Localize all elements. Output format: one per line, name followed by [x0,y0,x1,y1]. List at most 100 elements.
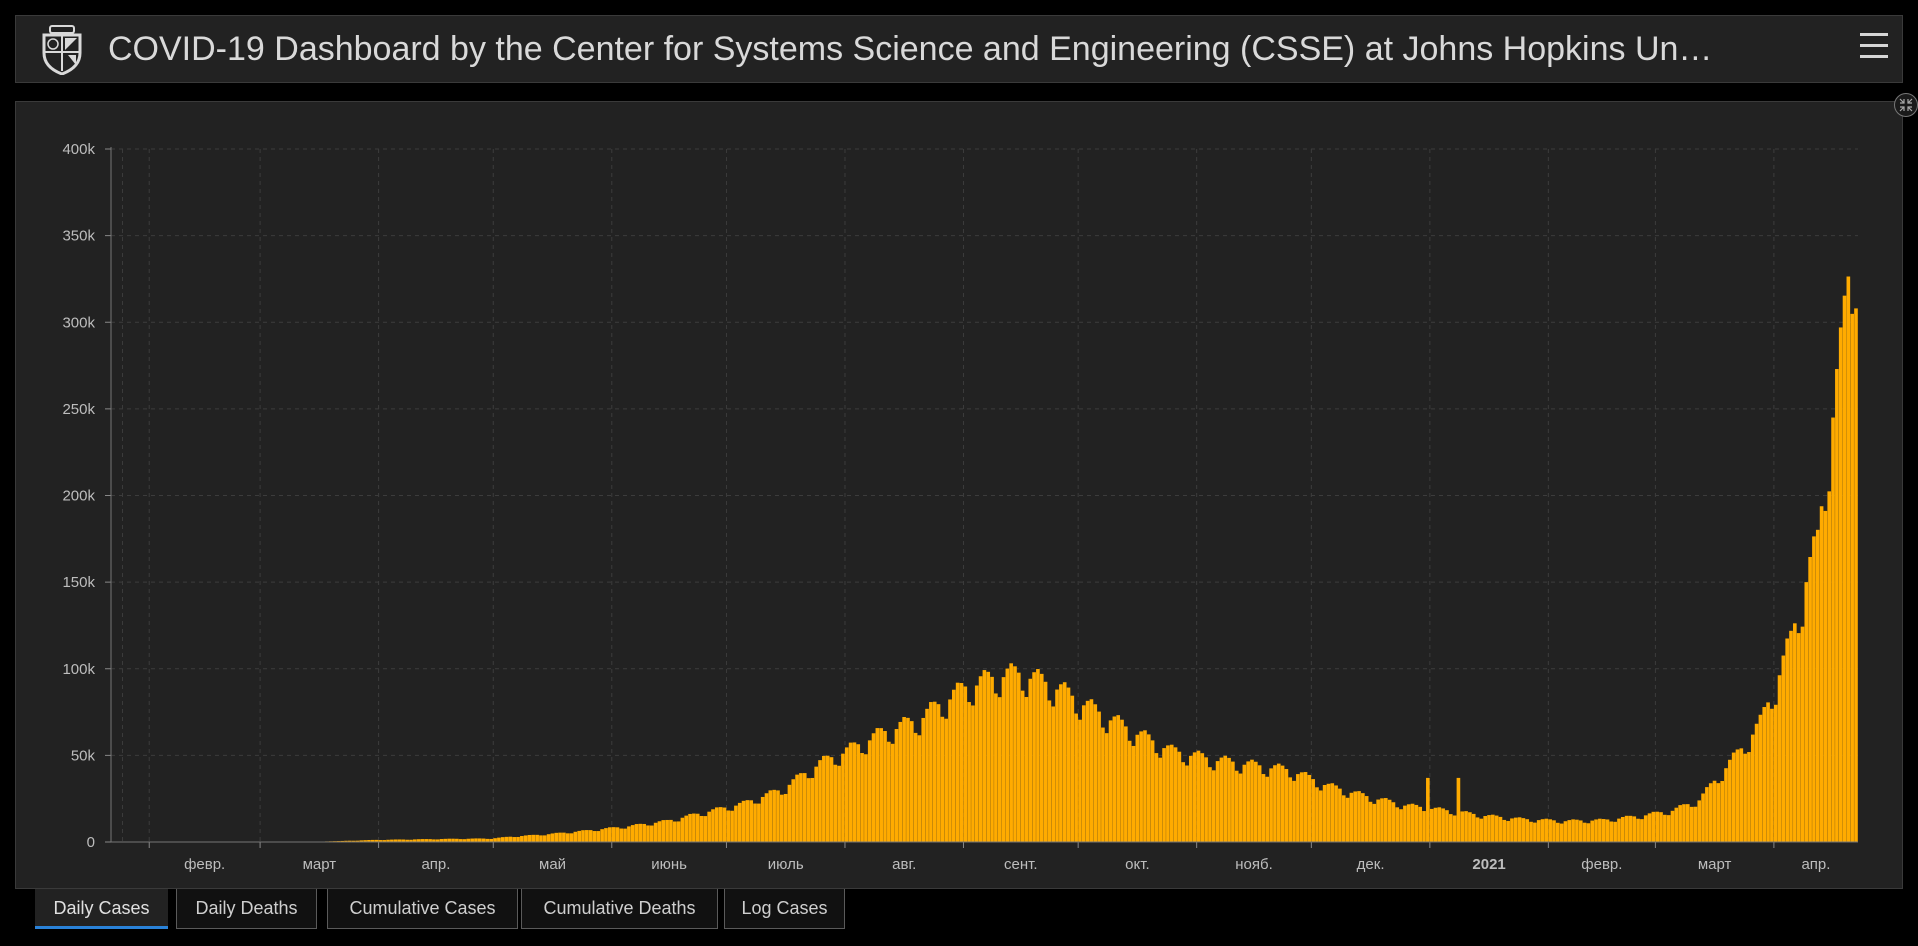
data-bar [1192,752,1197,842]
data-bar [799,773,803,842]
data-bar [833,764,838,842]
data-bar [1647,813,1652,842]
data-bar [638,823,643,842]
data-bar [542,835,547,842]
data-bar [439,839,444,842]
dashboard-title: COVID-19 Dashboard by the Center for Sys… [108,30,1713,68]
data-bar [1544,818,1549,842]
data-bar [604,828,608,842]
data-bar [757,803,761,842]
tab-log-cases[interactable]: Log Cases [724,889,845,929]
data-bar [1234,770,1239,842]
data-bar [1831,417,1835,842]
data-bar [711,809,715,842]
y-tick-label: 300k [62,314,95,331]
data-bar [1640,819,1644,842]
data-bar [1341,795,1346,842]
y-tick-label: 50k [71,747,96,764]
data-bar [1521,818,1526,842]
tab-daily-cases[interactable]: Daily Cases [35,889,168,929]
data-bar [856,744,861,842]
data-bar [397,839,402,842]
data-bar [703,816,708,842]
data-bar [627,826,631,842]
data-bar [810,777,815,842]
data-bar [1016,672,1021,842]
data-bar [1685,804,1690,842]
x-tick-label: март [303,856,337,873]
data-bar [1070,695,1075,842]
data-bar [1383,798,1388,842]
data-bar [1448,814,1453,842]
chart-axes: 0 50k 100k 150k 200k 250k 300k 350k 400k февр. мар… [62,141,1858,873]
data-bar [1552,820,1556,842]
x-tick-label: авг. [892,856,916,873]
data-bar [1158,757,1163,842]
data-bar [1074,713,1078,842]
data-bar [776,790,780,842]
x-tick-label: дек. [1357,856,1385,873]
data-bar [1601,819,1606,842]
data-bar [1032,672,1036,842]
data-bar [940,716,945,842]
data-bar [546,834,551,842]
data-bar [508,836,513,842]
data-bar [1506,820,1510,842]
data-bar [1823,510,1828,842]
data-bar [1143,730,1147,842]
data-bar [676,821,681,842]
data-bar [932,701,937,842]
data-bar [837,765,841,842]
data-bar [554,832,559,842]
data-bar [577,830,581,842]
data-bar [1387,799,1392,842]
university-shield-icon [42,25,82,75]
data-bar [791,779,796,842]
data-bar [741,800,746,842]
data-bar [795,774,799,842]
data-bar [1750,734,1755,842]
x-tick-label: июль [768,856,804,873]
y-tick-label: 400k [62,141,95,158]
data-bar [1322,785,1327,842]
data-bar [1651,811,1656,842]
x-tick-label: нояб. [1235,856,1273,873]
data-bar [531,834,536,842]
data-bar [1571,819,1575,842]
data-bar [982,670,987,842]
tab-cumulative-cases[interactable]: Cumulative Cases [327,889,518,929]
data-bar [1670,810,1675,842]
data-bar [1254,761,1258,842]
data-bar [1024,696,1029,842]
data-bar [355,840,360,842]
data-bar [1395,807,1400,842]
data-bar [1598,818,1602,842]
data-bar [573,831,578,842]
data-bar [558,832,562,842]
x-tick-label: февр. [184,856,225,873]
data-bar [779,794,784,842]
data-bar [1051,706,1056,842]
data-bar [1793,623,1797,842]
tab-daily-deaths[interactable]: Daily Deaths [176,889,317,929]
data-bar [1154,753,1159,842]
data-bar [1299,772,1304,842]
data-bar [1403,805,1407,842]
data-bar [1624,815,1629,842]
data-bar [409,839,413,842]
data-bar [1257,765,1262,842]
collapse-arrows-icon[interactable] [1894,93,1918,117]
data-bar [462,839,467,842]
hamburger-menu-icon[interactable] [1860,33,1888,59]
data-bar [909,721,914,842]
y-tick-label: 200k [62,488,95,505]
data-bar [1540,819,1545,842]
data-bar [1663,814,1667,842]
tab-cumulative-deaths[interactable]: Cumulative Deaths [521,889,718,929]
data-bar [653,822,658,842]
data-bar [688,813,692,842]
data-bar [1261,774,1266,842]
data-bar [1666,815,1671,842]
data-bar [1582,822,1587,842]
data-bar [1376,799,1380,842]
